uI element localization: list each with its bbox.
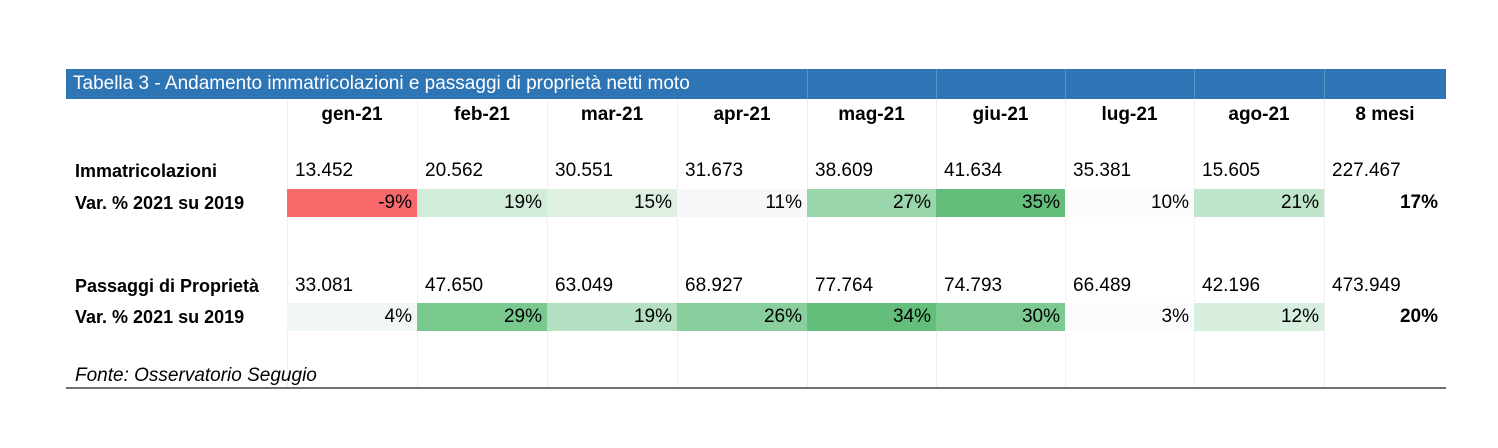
header-divider bbox=[1324, 69, 1325, 99]
heatmap-cell: 11% bbox=[677, 189, 807, 217]
total-pct-cell: 20% bbox=[1399, 306, 1438, 327]
data-table: Tabella 3 - Andamento immatricolazioni e… bbox=[66, 69, 1446, 391]
table-cell: 41.634 bbox=[944, 160, 1003, 181]
column-header: mag-21 bbox=[838, 104, 905, 125]
table-cell: 20.562 bbox=[425, 160, 484, 181]
column-header: apr-21 bbox=[713, 104, 771, 125]
heatmap-cell: 19% bbox=[417, 189, 547, 217]
source-note: Fonte: Osservatorio Segugio bbox=[75, 365, 317, 386]
heatmap-cell: 34% bbox=[807, 303, 936, 331]
table-cell: 38.609 bbox=[815, 160, 874, 181]
header-divider bbox=[1194, 69, 1195, 99]
row-label-var-immatricolazioni: Var. % 2021 su 2019 bbox=[75, 193, 245, 213]
total-pct-cell: 17% bbox=[1399, 192, 1438, 213]
bottom-rule bbox=[66, 387, 1446, 389]
heatmap-cell: 19% bbox=[547, 303, 677, 331]
heatmap-cell: 12% bbox=[1194, 303, 1324, 331]
table-cell: 63.049 bbox=[555, 275, 614, 296]
header-divider bbox=[936, 69, 937, 99]
table-cell-total: 227.467 bbox=[1332, 160, 1401, 181]
table-cell: 30.551 bbox=[555, 160, 614, 181]
grid-line bbox=[417, 99, 418, 389]
grid-line bbox=[936, 99, 937, 389]
heatmap-cell: 3% bbox=[1065, 303, 1194, 331]
grid-line bbox=[287, 99, 288, 389]
column-header: lug-21 bbox=[1101, 104, 1158, 125]
heatmap-cell: -9% bbox=[287, 189, 417, 217]
grid-line bbox=[1065, 99, 1066, 389]
table-cell: 42.196 bbox=[1202, 275, 1261, 296]
table-cell: 13.452 bbox=[295, 160, 354, 181]
column-header: giu-21 bbox=[972, 104, 1029, 125]
grid-line bbox=[1194, 99, 1195, 389]
grid-line bbox=[547, 99, 548, 389]
table-cell-total: 473.949 bbox=[1332, 275, 1401, 296]
table-header-bar: Tabella 3 - Andamento immatricolazioni e… bbox=[66, 69, 1446, 99]
column-header: mar-21 bbox=[580, 104, 644, 125]
heatmap-cell: 26% bbox=[677, 303, 807, 331]
table-cell: 74.793 bbox=[944, 275, 1003, 296]
row-label-immatricolazioni: Immatricolazioni bbox=[75, 161, 218, 181]
header-divider bbox=[1065, 69, 1066, 99]
table-cell: 68.927 bbox=[685, 275, 744, 296]
row-label-passaggi: Passaggi di Proprietà bbox=[75, 276, 260, 296]
heatmap-cell: 4% bbox=[287, 303, 417, 331]
table-cell: 66.489 bbox=[1073, 275, 1132, 296]
grid-line bbox=[807, 99, 808, 389]
table-cell: 15.605 bbox=[1202, 160, 1261, 181]
table-cell: 35.381 bbox=[1073, 160, 1132, 181]
heatmap-cell: 21% bbox=[1194, 189, 1324, 217]
table-cell: 77.764 bbox=[815, 275, 874, 296]
heatmap-cell: 27% bbox=[807, 189, 936, 217]
heatmap-cell: 15% bbox=[547, 189, 677, 217]
table-title: Tabella 3 - Andamento immatricolazioni e… bbox=[73, 73, 690, 94]
grid-line bbox=[1324, 99, 1325, 389]
row-label-var-passaggi: Var. % 2021 su 2019 bbox=[75, 307, 245, 327]
heatmap-cell: 30% bbox=[936, 303, 1065, 331]
grid-line bbox=[677, 99, 678, 389]
column-header: 8 mesi bbox=[1355, 104, 1415, 125]
column-header: ago-21 bbox=[1228, 104, 1290, 125]
column-header: feb-21 bbox=[454, 104, 510, 125]
header-divider bbox=[807, 69, 808, 99]
heatmap-cell: 35% bbox=[936, 189, 1065, 217]
column-header: gen-21 bbox=[321, 104, 383, 125]
table-cell: 47.650 bbox=[425, 275, 484, 296]
table-cell: 33.081 bbox=[295, 275, 354, 296]
heatmap-cell: 29% bbox=[417, 303, 547, 331]
heatmap-cell: 10% bbox=[1065, 189, 1194, 217]
table-cell: 31.673 bbox=[685, 160, 744, 181]
